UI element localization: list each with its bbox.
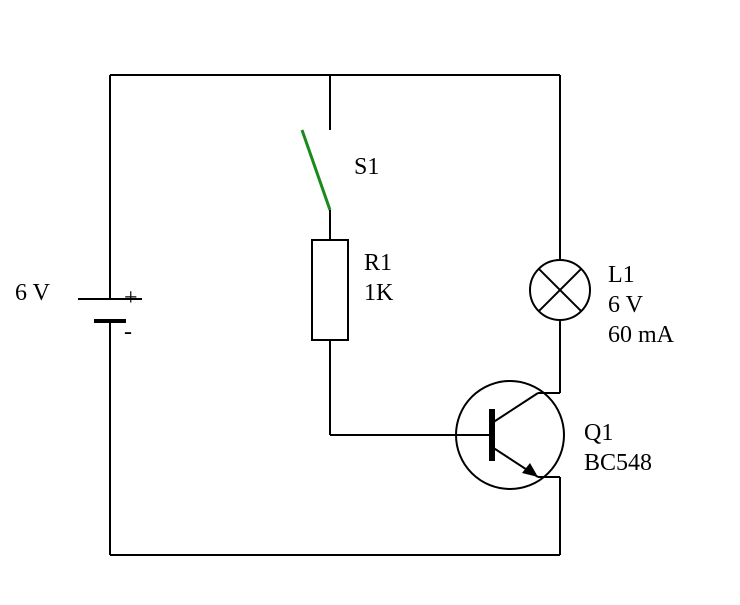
lamp-voltage-label: 6 V [608,292,644,318]
resistor-value-label: 1K [364,280,394,306]
lamp-ref-label: L1 [608,262,635,288]
transistor-ref-label: Q1 [584,420,613,446]
switch-ref-label: S1 [354,154,379,180]
battery-voltage-label: 6 V [15,280,51,306]
lamp-current-label: 60 mA [608,322,675,348]
wire [492,393,538,423]
transistor-part-label: BC548 [584,450,652,476]
resistor-ref-label: R1 [364,250,392,276]
battery-minus-label: - [124,319,132,345]
transistor-emitter-arrow-icon [522,463,538,477]
resistor-r1-icon [312,240,348,340]
battery-plus-label: + [124,285,138,311]
switch-s1-icon [302,130,330,210]
